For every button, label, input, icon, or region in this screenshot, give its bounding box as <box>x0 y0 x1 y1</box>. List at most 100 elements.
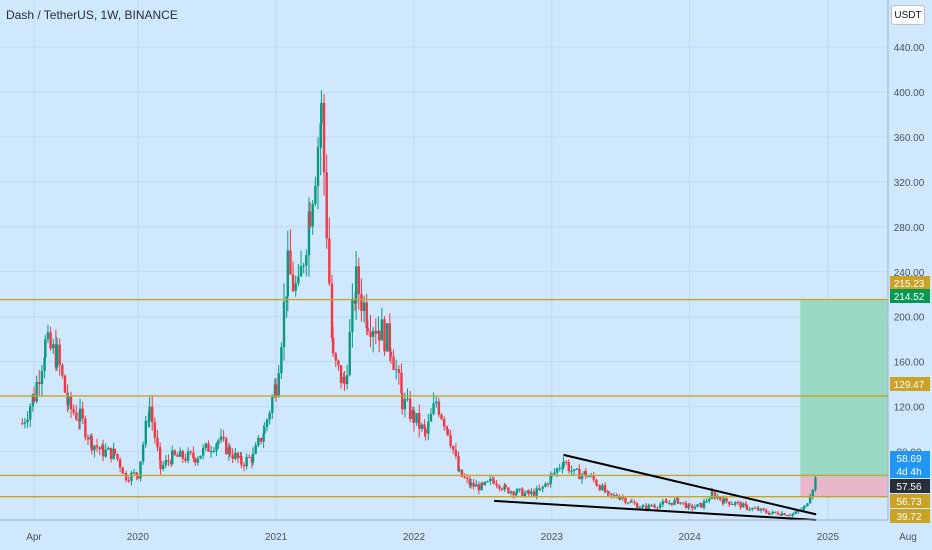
candle-body <box>31 394 35 407</box>
candle-body <box>538 488 542 490</box>
price-label: 215.23 <box>894 279 925 290</box>
candle-body <box>274 384 278 397</box>
candle-body <box>802 507 805 510</box>
candle-body <box>178 450 182 457</box>
candle-body <box>515 492 518 496</box>
candle-body <box>550 474 554 476</box>
candle-body <box>371 330 375 337</box>
candle-body <box>751 508 754 510</box>
candle-body <box>532 491 536 496</box>
candle-body <box>794 511 797 514</box>
candle-body <box>285 296 288 302</box>
candle-body <box>721 499 725 504</box>
x-tick-label: 2022 <box>403 532 426 543</box>
currency-button[interactable]: USDT <box>891 5 925 25</box>
candle-body <box>518 488 521 490</box>
candle-body <box>204 443 208 448</box>
candle-body <box>374 330 377 334</box>
candle-body <box>345 375 349 385</box>
y-tick-label: 320.00 <box>894 178 925 189</box>
candle-body <box>392 356 395 370</box>
trendlines <box>493 453 817 521</box>
candle-body <box>776 512 780 515</box>
candle-body <box>46 332 50 340</box>
candle-body <box>44 339 47 358</box>
candle-body <box>469 482 473 486</box>
candle-body <box>661 501 665 505</box>
candle-body <box>153 422 157 438</box>
candle-body <box>645 505 648 510</box>
candle-body <box>77 419 81 422</box>
candle-body <box>113 448 117 454</box>
candle-body <box>652 505 656 507</box>
candle-body <box>527 490 530 495</box>
candle-body <box>630 501 634 503</box>
candle-body <box>684 502 688 509</box>
candle-body <box>148 406 151 421</box>
candle-body <box>75 412 78 420</box>
candle-body <box>192 452 195 459</box>
candle-body <box>785 515 789 517</box>
candle-body <box>78 408 82 422</box>
candle-body <box>472 482 475 487</box>
candle-body <box>84 418 87 438</box>
candle-body <box>504 485 507 488</box>
y-tick-label: 200.00 <box>894 313 925 324</box>
candle-body <box>141 444 145 462</box>
candle-body <box>806 503 809 507</box>
candle-body <box>814 477 817 490</box>
candle-body <box>400 372 403 394</box>
candle-body <box>403 399 407 410</box>
candle-body <box>132 472 136 474</box>
candle-body <box>621 497 625 499</box>
candle-body <box>412 410 416 423</box>
candle-body <box>240 456 243 465</box>
candle-body <box>483 481 487 485</box>
candle-body <box>635 503 639 508</box>
candle-body <box>682 502 685 504</box>
trendline <box>493 499 817 521</box>
candle-body <box>696 504 699 508</box>
candle-body <box>331 337 335 354</box>
x-tick-label: Apr <box>26 532 42 543</box>
candle-body <box>538 488 541 490</box>
candle-body <box>55 344 59 368</box>
candle-body <box>173 450 177 455</box>
candle-body <box>638 507 642 509</box>
candle-body <box>98 447 101 450</box>
candle-body <box>584 471 587 477</box>
candle-body <box>607 491 611 494</box>
candle-body <box>691 505 694 509</box>
candle-body <box>107 447 110 450</box>
x-tick-label: 2021 <box>265 532 288 543</box>
candle-body <box>633 502 636 504</box>
candle-body <box>736 502 740 504</box>
candle-body <box>222 436 225 439</box>
candle-body <box>549 475 552 485</box>
candle-body <box>575 468 578 470</box>
price-label-bg <box>890 494 930 508</box>
candle-body <box>535 488 538 496</box>
candle-body <box>248 457 251 459</box>
candle-body <box>286 250 289 297</box>
x-tick-label: 2025 <box>817 532 840 543</box>
candle-body <box>477 484 481 491</box>
candle-body <box>167 460 170 462</box>
candle-body <box>215 444 218 451</box>
candle-body <box>765 510 768 513</box>
candle-body <box>606 491 609 493</box>
price-label: 39.72 <box>896 512 921 523</box>
price-label-bg <box>890 464 930 478</box>
candle-body <box>351 298 354 332</box>
candle-body <box>385 323 389 352</box>
candle-body <box>207 443 210 452</box>
candle-body <box>61 364 64 376</box>
candle-body <box>774 511 777 513</box>
price-label-bg <box>890 509 930 523</box>
candle-body <box>212 450 215 452</box>
time-axis: Apr 2020 2021 2022 2023 2024 2025 Aug <box>0 519 917 543</box>
price-label: 4d 4h <box>896 467 921 478</box>
candle-body <box>442 418 446 427</box>
